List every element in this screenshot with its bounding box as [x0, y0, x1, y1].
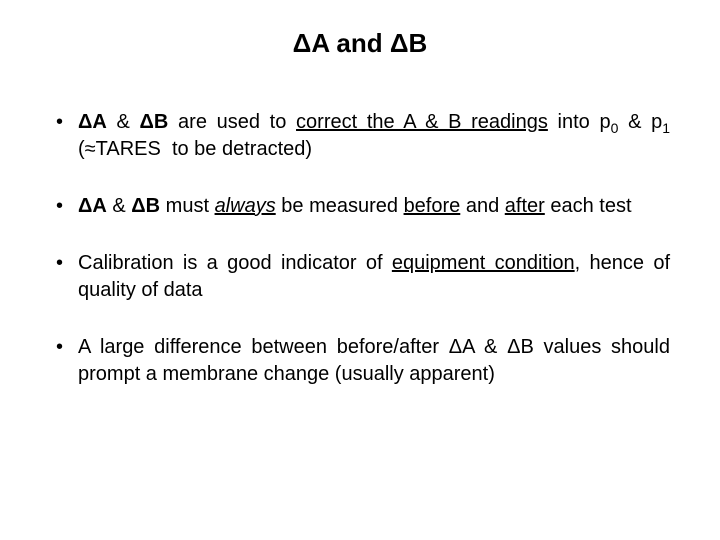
slide-title: ΔA and ΔB — [50, 28, 670, 59]
slide: ΔA and ΔB ΔA & ΔB are used to correct th… — [0, 0, 720, 540]
bullet-item: ΔA & ΔB are used to correct the A & B re… — [50, 109, 670, 163]
bullet-item: A large difference between before/after … — [50, 334, 670, 388]
bullet-item: Calibration is a good indicator of equip… — [50, 250, 670, 304]
bullet-list: ΔA & ΔB are used to correct the A & B re… — [50, 109, 670, 388]
bullet-item: ΔA & ΔB must always be measured before a… — [50, 193, 670, 220]
